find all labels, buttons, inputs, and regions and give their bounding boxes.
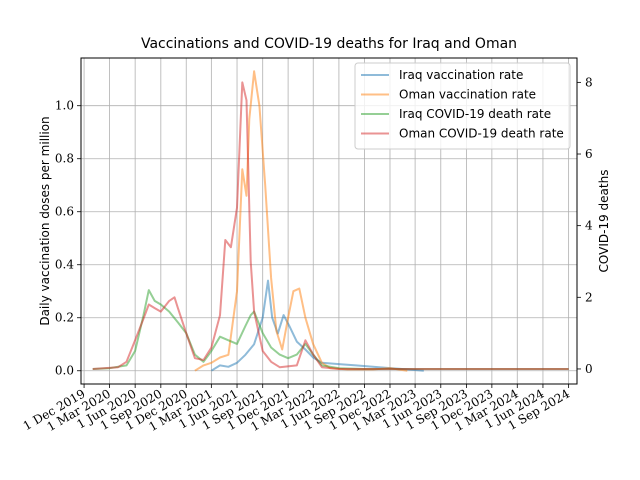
legend-box [354,62,571,150]
y-axis-left-label: Daily vaccination doses per million [38,116,52,325]
y-right-tick-label: 6 [585,147,593,161]
y-left-tick-label: 0.8 [55,152,74,166]
series-layer [92,70,569,372]
y-right-tick-label: 0 [585,362,593,376]
y-right-tick-label: 8 [585,75,593,89]
y-left-tick-label: 1.0 [55,99,74,113]
y-axis-right-label: COVID-19 deaths [597,170,611,273]
legend-label: Iraq vaccination rate [399,68,523,82]
series-line [210,279,424,372]
y-left-tick-label: 0.2 [55,311,74,325]
legend: Iraq vaccination rate Oman vaccination ra… [354,62,571,150]
y-right-tick-label: 2 [585,290,593,304]
chart-title: Vaccinations and COVID-19 deaths for Ira… [141,36,517,52]
plot-frame [80,57,578,385]
legend-label: Oman vaccination rate [399,88,536,102]
series-line [92,81,569,370]
y-left-tick-label: 0.6 [55,205,74,219]
series-line [92,289,569,370]
y-left-tick-label: 0.0 [55,364,74,378]
legend-label: Oman COVID-19 death rate [399,127,564,141]
legend-label: Iraq COVID-19 death rate [399,107,551,121]
y-right-tick-label: 4 [585,219,593,233]
y-left-tick-label: 0.4 [55,258,74,272]
